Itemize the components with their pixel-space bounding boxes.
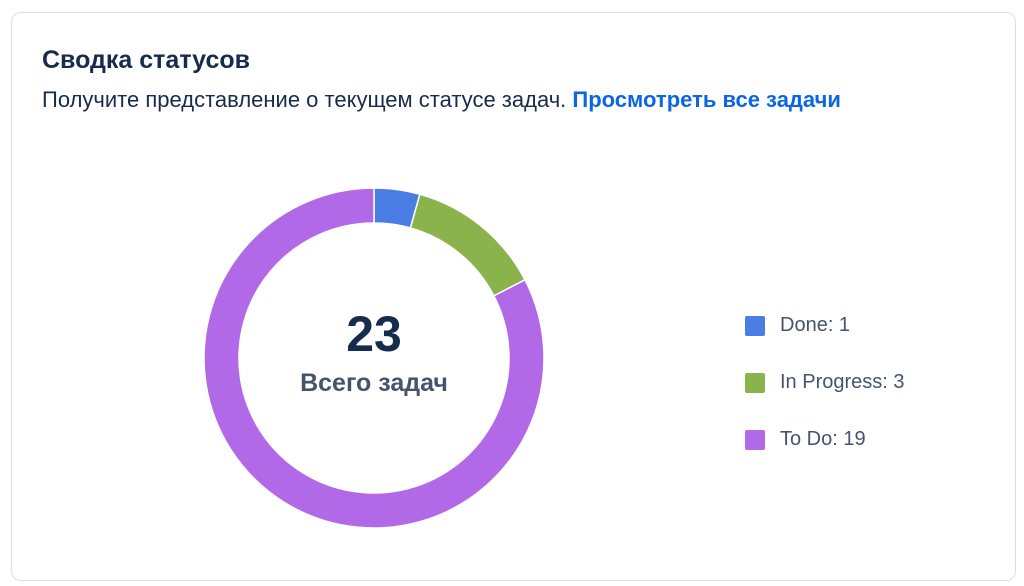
donut-slice-to-do[interactable] (204, 188, 544, 528)
donut-svg (204, 188, 544, 528)
donut-center: 23 Всего задач (204, 188, 544, 528)
legend-label-to-do: To Do: 19 (780, 428, 866, 450)
view-all-tasks-link[interactable]: Просмотреть все задачи (572, 87, 841, 112)
legend-label-done: Done: 1 (780, 314, 851, 336)
card-title: Сводка статусов (42, 46, 251, 74)
card-description: Получите представление о текущем статусе… (42, 83, 942, 117)
status-donut-chart: 23 Всего задач (204, 188, 544, 528)
total-label: Всего задач (300, 369, 448, 397)
legend-swatch-done (745, 315, 765, 336)
legend-item-in-progress[interactable]: In Progress: 3 (745, 354, 905, 411)
legend-item-to-do[interactable]: To Do: 19 (745, 411, 905, 468)
legend-item-done[interactable]: Done: 1 (745, 297, 905, 354)
total-count: 23 (346, 306, 402, 362)
description-text: Получите представление о текущем статусе… (42, 87, 567, 112)
legend-label-in-progress: In Progress: 3 (780, 371, 905, 393)
status-summary-card: Сводка статусов Получите представление о… (11, 12, 1016, 581)
legend-swatch-in-progress (745, 372, 765, 393)
legend-swatch-to-do (745, 429, 765, 450)
chart-legend: Done: 1 In Progress: 3 To Do: 19 (745, 297, 905, 468)
